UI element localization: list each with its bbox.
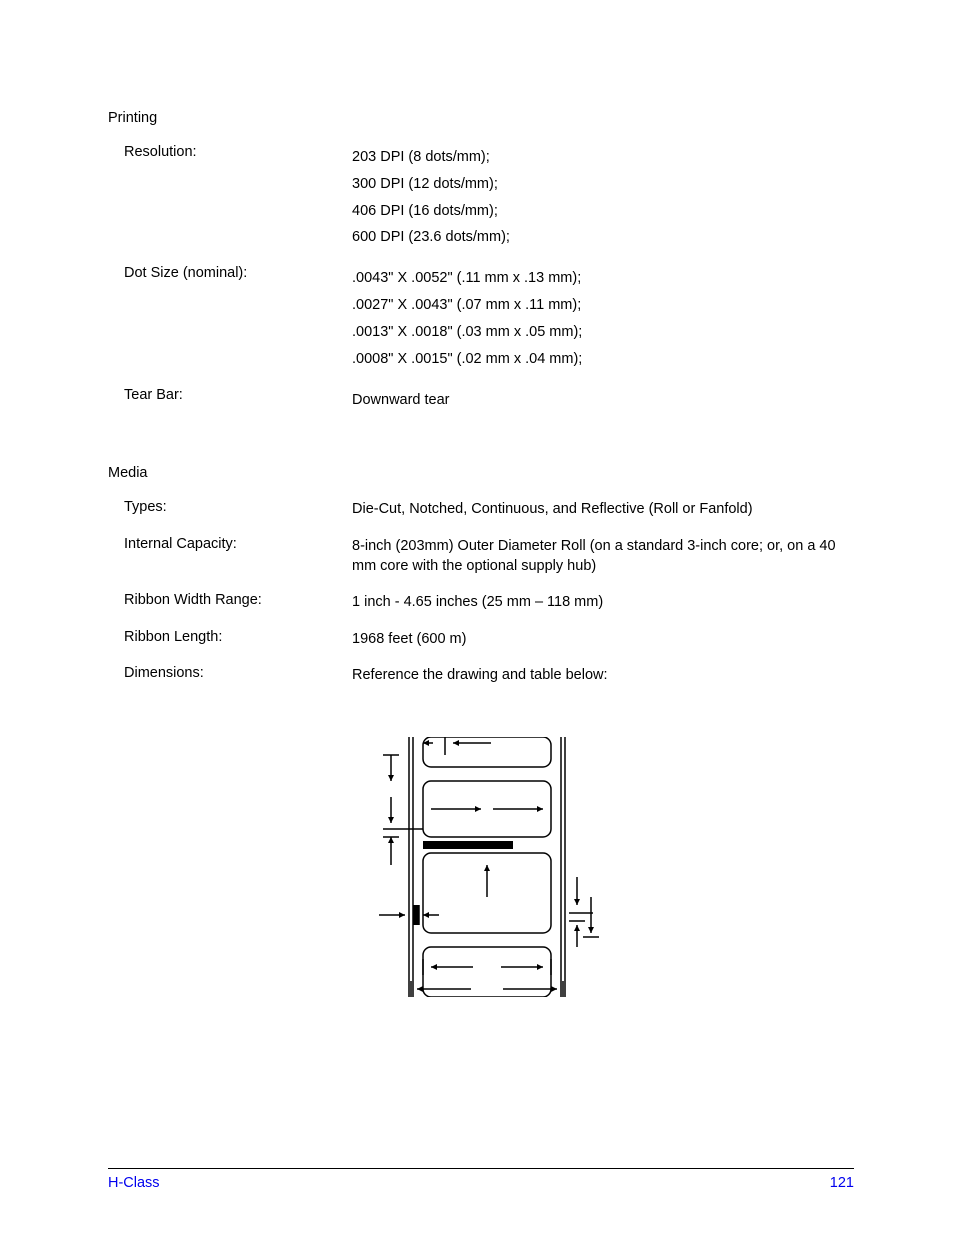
types-row: Types: Die-Cut, Notched, Continuous, and… [108, 499, 854, 519]
resolution-line: 406 DPI (16 dots/mm); [352, 198, 854, 225]
resolution-line: 600 DPI (23.6 dots/mm); [352, 224, 854, 251]
tear-bar-row: Tear Bar: Downward tear [108, 387, 854, 414]
internal-capacity-row: Internal Capacity: 8-inch (203mm) Outer … [108, 536, 854, 577]
internal-capacity-value: 8-inch (203mm) Outer Diameter Roll (on a… [352, 536, 854, 577]
ribbon-width-label: Ribbon Width Range: [124, 592, 352, 612]
page-footer: H-Class 121 [108, 1168, 854, 1191]
internal-capacity-label: Internal Capacity: [124, 536, 352, 577]
ribbon-length-label: Ribbon Length: [124, 629, 352, 649]
dot-size-line: .0027" X .0043" (.07 mm x .11 mm); [352, 292, 854, 319]
resolution-row: Resolution: 203 DPI (8 dots/mm); 300 DPI… [108, 144, 854, 251]
media-heading: Media [108, 465, 854, 481]
footer-page-number: 121 [830, 1175, 854, 1191]
tear-bar-label: Tear Bar: [124, 387, 352, 414]
tear-bar-value: Downward tear [352, 387, 854, 414]
footer-left: H-Class [108, 1175, 160, 1191]
types-value: Die-Cut, Notched, Continuous, and Reflec… [352, 499, 854, 519]
dot-size-line: .0008" X .0015" (.02 mm x .04 mm); [352, 346, 854, 373]
resolution-line: 300 DPI (12 dots/mm); [352, 171, 854, 198]
dot-size-row: Dot Size (nominal): .0043" X .0052" (.11… [108, 265, 854, 372]
label-dimension-diagram-icon [361, 737, 601, 997]
dimensions-row: Dimensions: Reference the drawing and ta… [108, 665, 854, 685]
printing-section: Printing Resolution: 203 DPI (8 dots/mm)… [108, 110, 854, 413]
dot-size-line: .0013" X .0018" (.03 mm x .05 mm); [352, 319, 854, 346]
types-label: Types: [124, 499, 352, 519]
page-content: Printing Resolution: 203 DPI (8 dots/mm)… [0, 0, 954, 997]
ribbon-length-value: 1968 feet (600 m) [352, 629, 854, 649]
ribbon-width-value: 1 inch - 4.65 inches (25 mm – 118 mm) [352, 592, 854, 612]
printing-heading: Printing [108, 110, 854, 126]
ribbon-width-row: Ribbon Width Range: 1 inch - 4.65 inches… [108, 592, 854, 612]
resolution-value: 203 DPI (8 dots/mm); 300 DPI (12 dots/mm… [352, 144, 854, 251]
dimensions-label: Dimensions: [124, 665, 352, 685]
dot-size-value: .0043" X .0052" (.11 mm x .13 mm); .0027… [352, 265, 854, 372]
ribbon-length-row: Ribbon Length: 1968 feet (600 m) [108, 629, 854, 649]
dot-size-label: Dot Size (nominal): [124, 265, 352, 372]
dimensions-value: Reference the drawing and table below: [352, 665, 854, 685]
dot-size-line: .0043" X .0052" (.11 mm x .13 mm); [352, 265, 854, 292]
media-diagram [108, 737, 854, 997]
resolution-label: Resolution: [124, 144, 352, 251]
media-section: Media Types: Die-Cut, Notched, Continuou… [108, 465, 854, 685]
resolution-line: 203 DPI (8 dots/mm); [352, 144, 854, 171]
